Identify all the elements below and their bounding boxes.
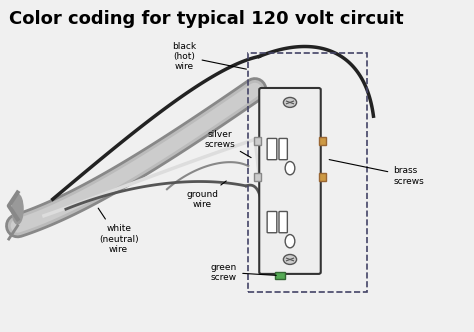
Ellipse shape bbox=[285, 234, 295, 248]
Bar bbox=[319, 173, 327, 181]
Circle shape bbox=[283, 98, 297, 108]
FancyBboxPatch shape bbox=[259, 88, 321, 274]
Text: green
screw: green screw bbox=[211, 263, 276, 282]
Bar bbox=[274, 272, 285, 279]
Ellipse shape bbox=[12, 194, 23, 224]
FancyBboxPatch shape bbox=[267, 211, 277, 233]
Bar bbox=[254, 173, 262, 181]
Text: brass
screws: brass screws bbox=[329, 160, 424, 186]
Bar bbox=[248, 53, 367, 292]
FancyBboxPatch shape bbox=[267, 138, 277, 160]
Text: ground
wire: ground wire bbox=[186, 181, 226, 209]
Text: silver
screws: silver screws bbox=[204, 130, 251, 158]
Circle shape bbox=[283, 254, 297, 264]
Text: white
(neutral)
wire: white (neutral) wire bbox=[98, 208, 138, 254]
Ellipse shape bbox=[285, 162, 295, 175]
FancyBboxPatch shape bbox=[279, 138, 287, 160]
Bar bbox=[319, 137, 327, 145]
Text: Color coding for typical 120 volt circuit: Color coding for typical 120 volt circui… bbox=[9, 10, 403, 28]
Bar bbox=[254, 137, 262, 145]
Text: black
(hot)
wire: black (hot) wire bbox=[173, 42, 246, 71]
FancyBboxPatch shape bbox=[279, 211, 287, 233]
